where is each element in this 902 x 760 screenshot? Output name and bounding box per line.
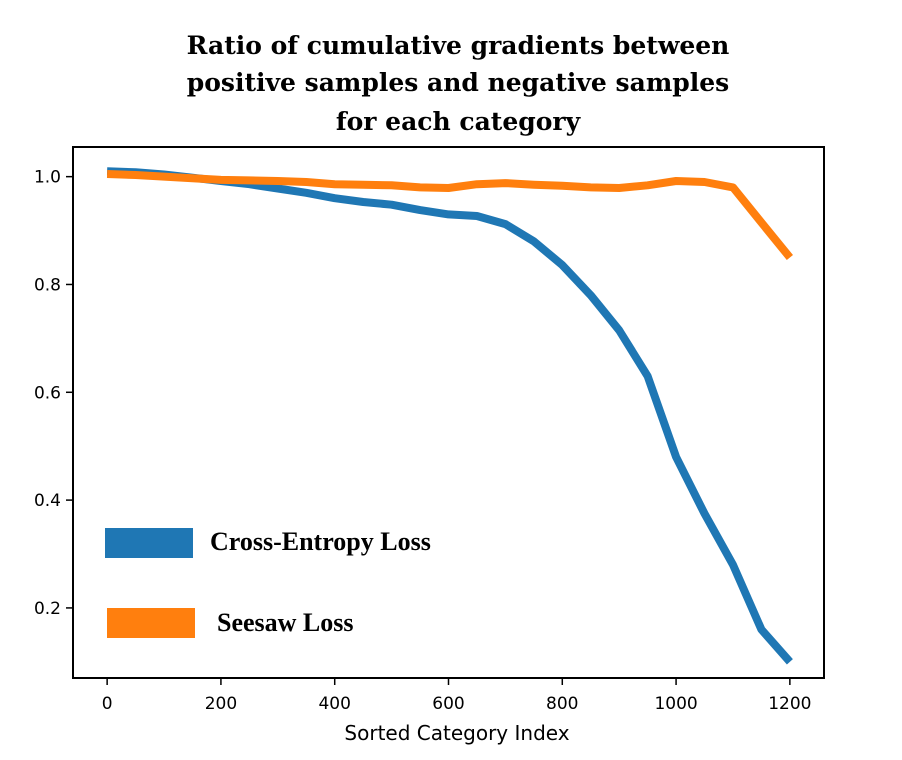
y-axis: 0.2 0.4 0.6 0.8 1.0 [34, 168, 73, 619]
series-line-2 [106, 170, 794, 261]
series-layer [106, 167, 794, 665]
series-line-1 [106, 167, 793, 665]
y-tick-label: 0.6 [34, 383, 61, 403]
x-axis-label: Sorted Category Index [344, 721, 569, 745]
chart-title-line-1: Ratio of cumulative gradients between [187, 31, 730, 60]
x-tick-label: 600 [432, 694, 464, 714]
chart-title-line-3: for each category [336, 107, 582, 136]
legend-swatch-2 [107, 608, 195, 638]
chart-title-line-2: positive samples and negative samples [187, 68, 729, 97]
legend-label-1: Cross-Entropy Loss [210, 527, 431, 556]
y-tick-label: 0.2 [34, 599, 61, 619]
x-tick-label: 1200 [768, 694, 811, 714]
x-tick-label: 800 [546, 694, 578, 714]
x-axis: 0 200 400 600 800 1000 1200 [102, 678, 811, 714]
legend-label-2: Seesaw Loss [217, 608, 354, 637]
x-tick-label: 400 [318, 694, 350, 714]
x-tick-label: 1000 [654, 694, 697, 714]
plot-area-frame [72, 146, 825, 679]
legend: Cross-Entropy Loss Seesaw Loss [105, 527, 431, 638]
legend-swatch-1 [105, 528, 193, 558]
chart-title: Ratio of cumulative gradients between po… [187, 31, 730, 136]
x-tick-label: 0 [102, 694, 113, 714]
y-tick-label: 0.4 [34, 491, 61, 511]
x-tick-label: 200 [205, 694, 237, 714]
y-tick-label: 1.0 [34, 168, 61, 188]
y-tick-label: 0.8 [34, 275, 61, 295]
